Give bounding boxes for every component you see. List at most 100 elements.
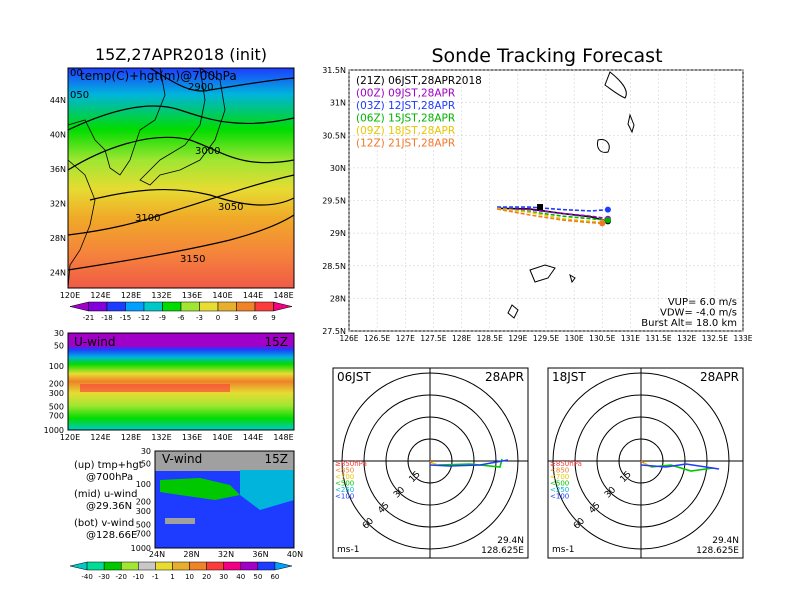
lat-tick-label: 28N	[50, 234, 66, 243]
hodo-lon: 128.625E	[481, 546, 524, 556]
track-waypoint	[537, 204, 544, 211]
pressure-tick-label: 50	[141, 460, 151, 469]
track-line	[496, 207, 609, 220]
temp-map-panel: 3000 3050 3100 3150 2900 050 00 temp(C)+…	[50, 67, 295, 300]
hodo-date: 28APR	[485, 370, 524, 384]
lat-tick-label: 36N	[50, 165, 66, 174]
lat-tick-label: 40N	[50, 131, 66, 140]
hodo-legend-entry: <500	[335, 480, 354, 488]
lat-tick-label: 24N	[50, 269, 66, 278]
colorbar-tick-label: -1	[152, 573, 159, 581]
colorbar-tick-label: 40	[236, 573, 245, 581]
map-label: temp(C)+hgt(m)@700hPa	[80, 69, 237, 83]
main-title: Sonde Tracking Forecast	[431, 45, 662, 67]
lon-tick-label: 136E	[182, 433, 202, 442]
colorbar-swatch	[223, 561, 242, 571]
panel-note: (up) tmp+hgt	[74, 460, 143, 471]
contour-label: 3150	[180, 254, 205, 265]
pressure-tick-label: 300	[136, 507, 151, 516]
lon-tick-label: 140E	[212, 433, 232, 442]
pressure-tick-label: 30	[54, 329, 64, 338]
lat-tick-label: 44N	[50, 96, 66, 105]
colorbar-swatch	[162, 301, 182, 312]
colorbar-swatch	[217, 301, 237, 312]
island-yakushima	[597, 139, 610, 153]
v-wind-lightblue	[240, 470, 294, 510]
colorbar-swatch	[88, 301, 108, 312]
colorbar-swatch	[172, 561, 190, 571]
contour-label: 3050	[218, 202, 243, 213]
hodo-legend-entry: <100	[550, 493, 569, 501]
hodo-legend-entry: <850	[335, 467, 354, 475]
lon-tick-label: 124E	[90, 433, 110, 442]
pressure-tick-label: 700	[49, 411, 64, 420]
hodo-trace	[429, 459, 509, 467]
v-wind-label: V-wind	[162, 452, 202, 466]
contour-label: 00	[70, 68, 83, 79]
lat-tick-label: 31N	[330, 99, 346, 108]
lat-tick-label: 36N	[252, 550, 268, 559]
hodo-legend-entry: <700	[550, 473, 569, 481]
colorbar-swatch	[138, 561, 156, 571]
hodo-legend-entry: ≥850hPa	[335, 460, 367, 468]
hodo-time: 06JST	[337, 370, 371, 384]
hodo-date: 28APR	[700, 370, 739, 384]
track-line	[496, 207, 603, 224]
pressure-tick-label: 100	[136, 480, 151, 489]
legend-entry: (00Z) 09JST,28APR	[356, 88, 455, 100]
lat-tick-label: 29.5N	[322, 197, 346, 206]
colorbar-swatch	[143, 301, 163, 312]
colorbar-tick-label: -18	[101, 314, 112, 322]
lon-tick-label: 126.5E	[364, 334, 390, 343]
island-kyushu-tip	[604, 71, 627, 99]
island-tanegashima	[627, 113, 635, 134]
colorbar-tick-label: 9	[271, 314, 275, 322]
colorbar-tick-label: 0	[216, 314, 220, 322]
pressure-tick-label: 700	[136, 529, 151, 538]
lon-tick-label: 144E	[243, 433, 263, 442]
pressure-tick-label: 1000	[131, 544, 151, 553]
colorbar-swatch	[199, 301, 219, 312]
hodo-trace	[640, 460, 645, 464]
land-korea-japan	[67, 67, 166, 176]
track-end-marker	[604, 206, 611, 213]
lon-tick-label: 129.5E	[533, 334, 559, 343]
colorbar-tick-label: -15	[120, 314, 131, 322]
lon-tick-label: 130.5E	[589, 334, 615, 343]
lat-tick-label: 32N	[50, 200, 66, 209]
colorbar-tick-label: -21	[83, 314, 94, 322]
u-wind-time: 15Z	[265, 335, 289, 349]
island-small	[569, 273, 576, 284]
pressure-tick-label: 50	[54, 342, 64, 351]
contour-3100	[67, 174, 295, 236]
colorbar-tick-label: 6	[253, 314, 258, 322]
colorbar-swatch	[236, 301, 256, 312]
lon-tick-label: 129E	[508, 334, 527, 343]
contour-label: 050	[70, 90, 89, 101]
legend-entry: (09Z) 18JST,28APR	[356, 125, 455, 137]
panel-note: (bot) v-wind	[74, 518, 134, 529]
colorbar-swatch	[155, 561, 173, 571]
track-line	[497, 206, 608, 212]
lon-tick-label: 131E	[621, 334, 640, 343]
track-line	[496, 208, 603, 225]
colorbar-tick-label: 3	[234, 314, 238, 322]
colorbar-tick-label: 60	[270, 573, 279, 581]
param-label: Burst Alt= 18.0 km	[641, 318, 737, 329]
pressure-tick-label: 300	[49, 389, 64, 398]
v-wind-time: 15Z	[265, 452, 289, 466]
lon-tick-label: 148E	[273, 291, 293, 300]
lat-tick-label: 29N	[330, 229, 346, 238]
panel-note: (mid) u-wind	[74, 489, 137, 500]
colorbar-tick-label: -20	[116, 573, 127, 581]
hodo-unit: ms-1	[337, 545, 359, 555]
hodo-lon: 128.625E	[696, 546, 739, 556]
hodo-legend-entry: <700	[335, 473, 354, 481]
lon-tick-label: 133E	[733, 334, 752, 343]
lon-tick-label: 124E	[90, 291, 110, 300]
colorbar-swatch	[125, 301, 145, 312]
hodo-unit: ms-1	[552, 545, 574, 555]
lat-tick-label: 27.5N	[322, 327, 346, 336]
lon-tick-label: 132E	[151, 433, 171, 442]
colorbar-swatch	[206, 561, 224, 571]
